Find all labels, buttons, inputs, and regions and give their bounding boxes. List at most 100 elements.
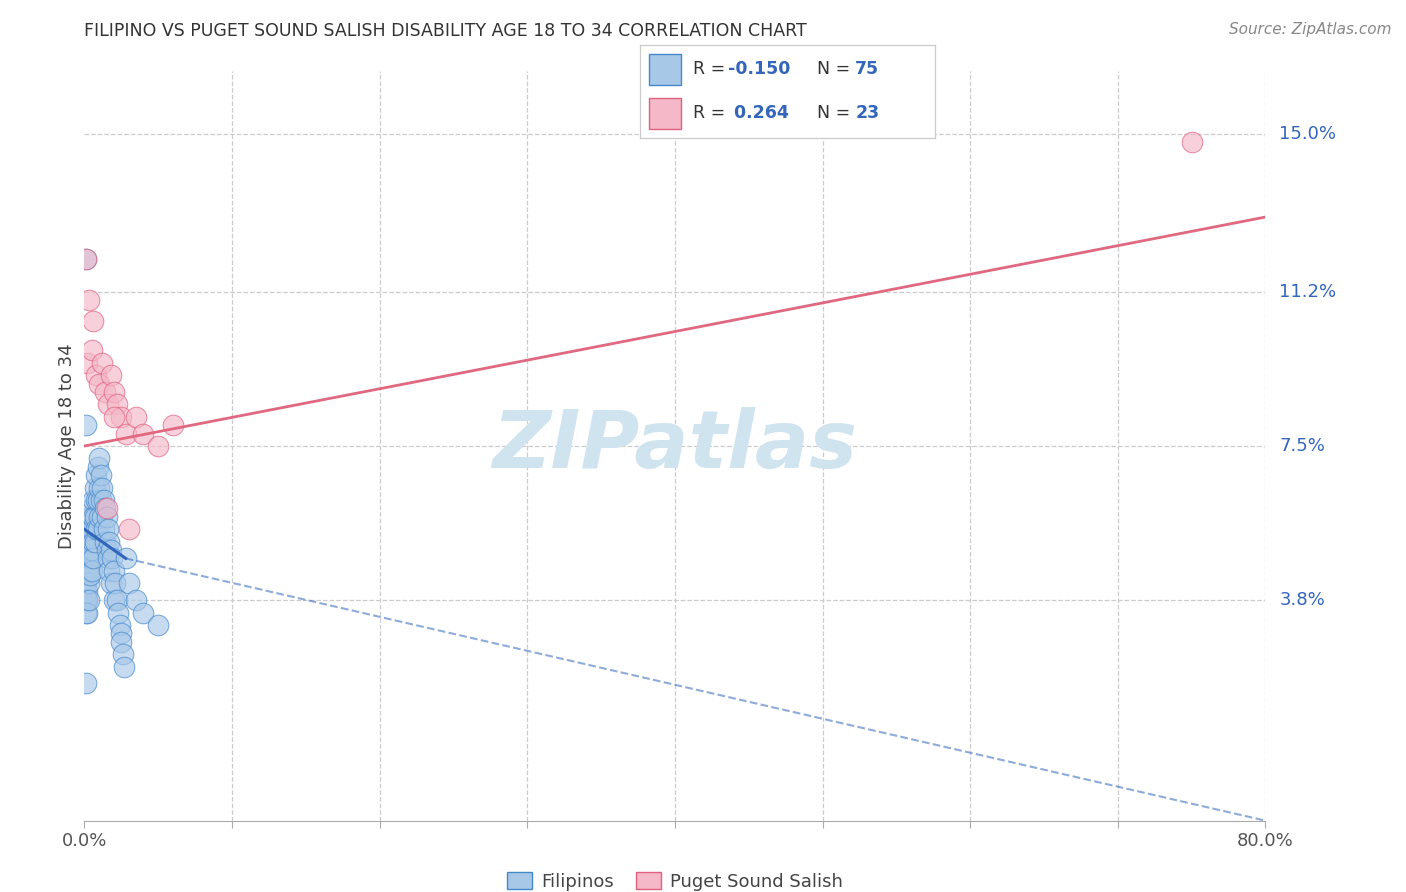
Point	[80, 501, 103, 516]
Text: 75: 75	[855, 60, 879, 78]
Point	[84, 468, 107, 483]
Text: Source: ZipAtlas.com: Source: ZipAtlas.com	[1229, 22, 1392, 37]
Point	[103, 593, 125, 607]
Point	[91, 509, 114, 524]
Text: -0.150: -0.150	[728, 60, 790, 78]
Point	[82, 509, 104, 524]
Point	[77, 293, 100, 308]
Point	[79, 509, 101, 524]
Point	[100, 576, 122, 591]
Point	[94, 384, 117, 399]
Point	[112, 659, 135, 673]
Point	[77, 576, 100, 591]
Point	[100, 543, 122, 558]
Point	[91, 356, 114, 370]
Point	[75, 593, 97, 607]
Point	[162, 418, 184, 433]
Point	[86, 459, 108, 474]
Text: N =: N =	[817, 104, 856, 122]
Point	[148, 439, 170, 453]
Point	[97, 397, 120, 411]
Point	[76, 356, 98, 370]
Point	[80, 343, 103, 358]
Point	[76, 551, 98, 566]
Point	[90, 468, 112, 483]
Text: 7.5%: 7.5%	[1279, 437, 1326, 455]
Point	[118, 576, 141, 591]
Point	[110, 626, 132, 640]
Point	[75, 676, 97, 690]
Point	[103, 409, 125, 424]
Point	[96, 509, 118, 524]
Point	[98, 534, 121, 549]
Text: R =: R =	[693, 60, 731, 78]
Point	[82, 551, 104, 566]
Point	[76, 584, 98, 599]
Text: 11.2%: 11.2%	[1279, 283, 1337, 301]
Point	[148, 618, 170, 632]
Point	[75, 252, 97, 266]
Point	[84, 368, 107, 383]
Point	[103, 384, 125, 399]
Point	[77, 543, 100, 558]
Text: R =: R =	[693, 104, 731, 122]
Point	[80, 522, 103, 536]
Point	[76, 593, 98, 607]
Point	[76, 564, 98, 578]
Point	[76, 534, 98, 549]
Point	[83, 534, 105, 549]
Point	[86, 493, 108, 508]
Point	[83, 509, 105, 524]
Point	[79, 534, 101, 549]
Text: N =: N =	[817, 60, 856, 78]
Point	[125, 593, 148, 607]
Point	[84, 493, 107, 508]
Point	[87, 376, 111, 391]
Point	[104, 576, 127, 591]
Text: ZIPatlas: ZIPatlas	[492, 407, 858, 485]
Point	[125, 409, 148, 424]
Legend: Filipinos, Puget Sound Salish: Filipinos, Puget Sound Salish	[499, 864, 851, 892]
Point	[75, 543, 97, 558]
Point	[97, 551, 120, 566]
Point	[77, 593, 100, 607]
Point	[107, 606, 129, 620]
FancyBboxPatch shape	[648, 98, 681, 129]
Point	[98, 564, 121, 578]
Point	[100, 368, 122, 383]
Point	[82, 493, 104, 508]
Text: 23: 23	[855, 104, 879, 122]
Point	[105, 593, 128, 607]
Point	[96, 501, 118, 516]
Point	[132, 426, 155, 441]
Point	[77, 564, 100, 578]
Point	[80, 564, 103, 578]
Point	[103, 564, 125, 578]
Point	[114, 551, 136, 566]
Text: FILIPINO VS PUGET SOUND SALISH DISABILITY AGE 18 TO 34 CORRELATION CHART: FILIPINO VS PUGET SOUND SALISH DISABILIT…	[84, 22, 807, 40]
Point	[83, 481, 105, 495]
FancyBboxPatch shape	[648, 54, 681, 85]
Point	[114, 426, 136, 441]
Point	[77, 522, 100, 536]
Point	[82, 314, 104, 328]
Point	[118, 522, 141, 536]
Point	[75, 606, 97, 620]
Point	[110, 634, 132, 648]
Point	[94, 534, 117, 549]
Text: 3.8%: 3.8%	[1279, 591, 1324, 609]
Point	[75, 252, 97, 266]
Point	[132, 606, 155, 620]
Point	[75, 576, 97, 591]
Point	[87, 509, 111, 524]
Text: 0.264: 0.264	[728, 104, 789, 122]
Point	[87, 481, 111, 495]
Point	[96, 543, 118, 558]
Point	[82, 534, 104, 549]
Point	[110, 409, 132, 424]
Point	[79, 568, 101, 582]
Point	[111, 647, 134, 661]
Point	[86, 522, 108, 536]
Point	[93, 522, 115, 536]
Point	[75, 418, 97, 433]
